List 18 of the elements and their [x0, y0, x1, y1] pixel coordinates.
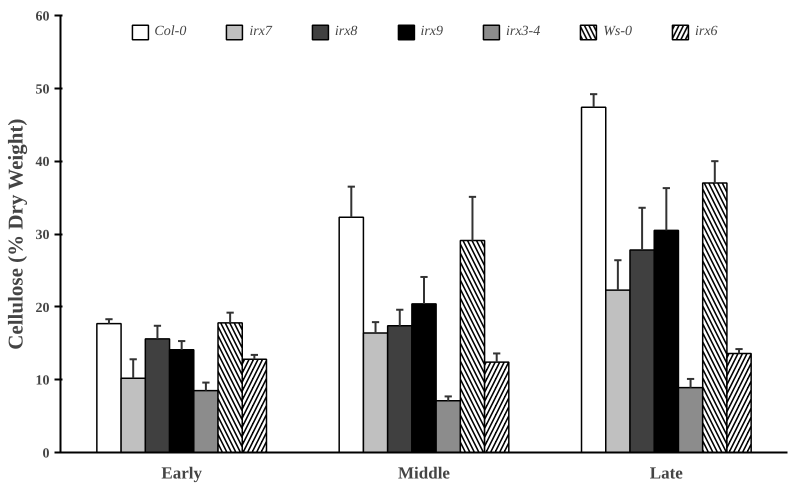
- y-tick-label: 0: [42, 446, 50, 462]
- x-tick-label: Early: [161, 464, 202, 482]
- legend-label: irx3-4: [506, 24, 540, 40]
- y-tick-label: 40: [36, 155, 50, 170]
- y-tick-label: 30: [36, 228, 50, 243]
- legend-label: irx9: [420, 24, 444, 40]
- legend-label: irx6: [695, 24, 718, 40]
- y-axis-title: Cellulose (% Dry Weight): [4, 118, 28, 350]
- legend-label: Ws-0: [603, 24, 632, 40]
- y-tick-label: 10: [36, 374, 50, 389]
- x-tick-label: Late: [650, 464, 684, 482]
- x-tick-label: Middle: [398, 464, 450, 482]
- y-tick-label: 60: [36, 10, 50, 24]
- y-tick-label: 20: [36, 300, 50, 316]
- legend-label: Col-0: [154, 24, 186, 40]
- legend-label: irx8: [334, 24, 358, 40]
- legend-label: irx7: [249, 24, 272, 40]
- y-tick-label: 50: [36, 82, 50, 98]
